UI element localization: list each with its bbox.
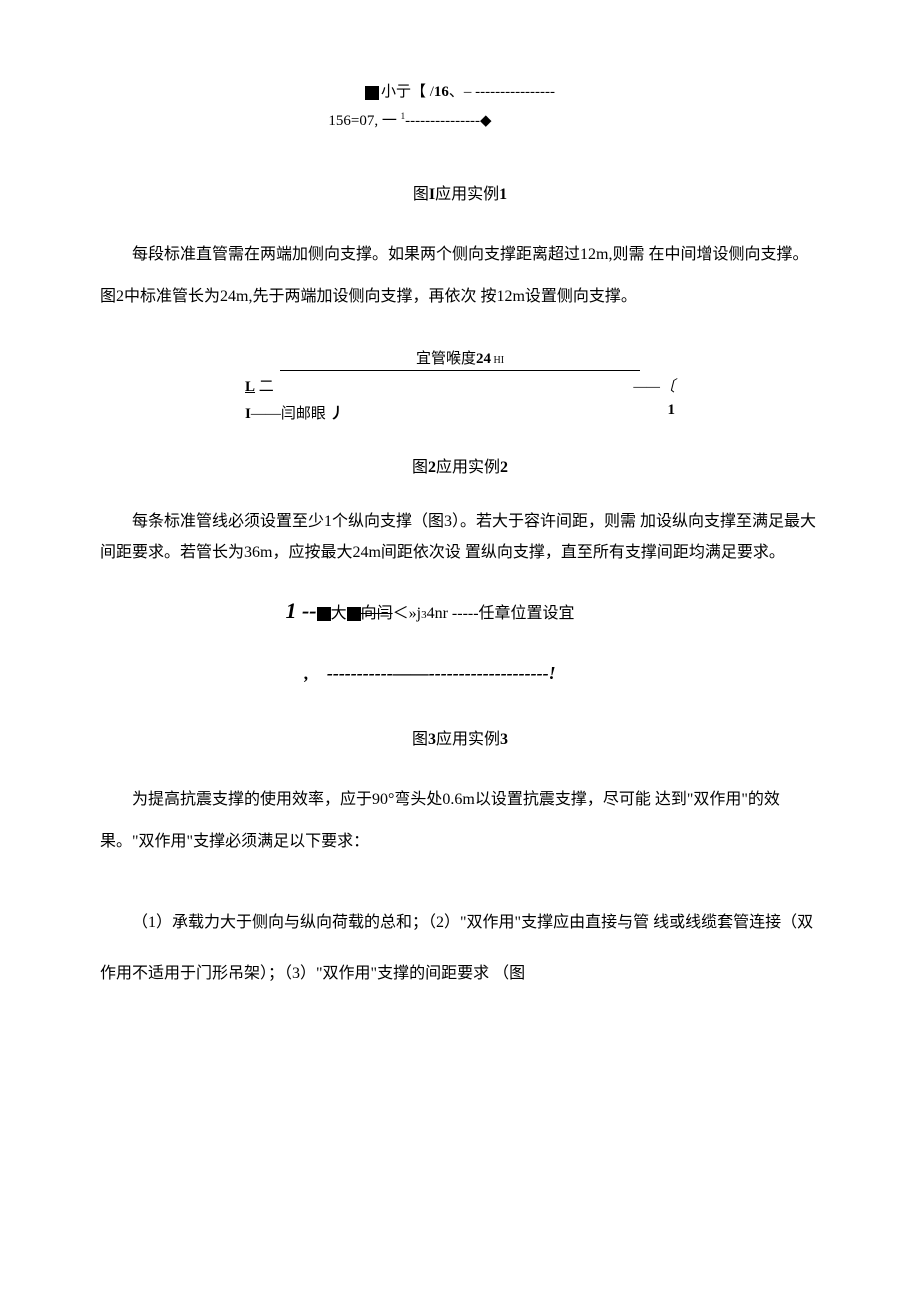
diagram-2-line3-mid: ——闫邮眼 — [251, 406, 330, 422]
diagram-2-line2-right: ——〔 — [633, 375, 675, 396]
diagram-1-text-bold: 16 — [434, 84, 449, 100]
caption-3-bold1: 3 — [428, 731, 436, 748]
paragraph-3: 为提高抗震支撑的使用效率，应于90°弯头处0.6m以设置抗震支撑，尽可能 达到"… — [100, 779, 820, 862]
diagram-3-line-1: 1 --大向闫＜»j34nr -----任章位置设宜 — [40, 598, 820, 624]
caption-2-prefix: 图 — [412, 459, 428, 476]
diagram-2-line2-rest: 二 — [255, 379, 274, 395]
caption-2-bold1: 2 — [428, 459, 436, 476]
diagram-1-line2-prefix: 156=07, 一 — [328, 113, 396, 129]
diagram-3-line1-italic: 1 -- — [285, 598, 316, 623]
caption-2-mid: 应用实例 — [436, 459, 500, 476]
diagram-2-line-3: I——闫邮眼 丿 1 — [245, 402, 675, 423]
caption-2-bold2: 2 — [500, 459, 508, 476]
diagram-1-text-suffix: 、– ---------------- — [449, 84, 555, 100]
diagram-3-line-2: , -----------——--------------------! — [40, 659, 820, 685]
diagram-1-text-prefix: 小亍【 / — [381, 84, 434, 100]
diagram-2-line2-underline: L — [245, 379, 255, 395]
diagram-2-line3-right: 1 — [668, 402, 676, 423]
diagram-2-line3-bold2: 丿 — [330, 406, 345, 422]
paragraph-1: 每段标准直管需在两端加侧向支撑。如果两个侧向支撑距离超过12m,则需 在中间增设… — [100, 234, 820, 317]
caption-3-mid: 应用实例 — [436, 731, 500, 748]
diagram-2-line3-left: I——闫邮眼 丿 — [245, 402, 345, 423]
black-square-icon — [365, 86, 379, 100]
black-square-icon-3 — [347, 607, 361, 621]
diagram-3-line1-end: 任章位置设宜 — [479, 605, 575, 622]
caption-1-prefix: 图 — [413, 186, 429, 203]
caption-3-bold2: 3 — [500, 731, 508, 748]
diagram-3-line1-mid3: 4nr ----- — [427, 605, 479, 622]
caption-1-mid: 应用实例 — [435, 186, 499, 203]
diagram-3-line1-mid2: ＜»j — [393, 605, 421, 622]
diagram-2-line1-prefix: 宜管喉度 — [416, 351, 476, 367]
paragraph-4: （1）承载力大于侧向与纵向荷载的总和；（2）"双作用"支撑应由直接与管 线或线缆… — [100, 897, 820, 999]
diagram-1-line-2: 156=07, 一 1---------------◆ — [0, 109, 820, 130]
black-square-icon-2 — [317, 607, 331, 621]
diagram-2-line2-left: L 二 — [245, 375, 274, 396]
diagram-2-line-1: 宜管喉度24 HI — [280, 347, 640, 371]
diagram-1-line-1: 小亍【 /16、– ---------------- — [100, 80, 820, 101]
paragraph-2: 每条标准管线必须设置至少1个纵向支撑（图3）。若大于容许间距，则需 加设纵向支撑… — [100, 507, 820, 568]
diagram-2-line-2: L 二 ——〔 — [245, 375, 675, 396]
diagram-1-line2-suffix: ---------------◆ — [405, 113, 491, 129]
diagram-2-line1-bold: 24 — [476, 351, 491, 367]
diagram-3-line1-mid1: 大 — [331, 605, 347, 622]
caption-1-bold2: 1 — [499, 186, 507, 203]
figure-caption-1: 图I应用实例1 — [100, 180, 820, 204]
figure-caption-2: 图2应用实例2 — [100, 453, 820, 477]
figure-caption-3: 图3应用实例3 — [100, 725, 820, 749]
diagram-3-line1-strike: 向闫 — [361, 605, 393, 622]
diagram-2-line1-small: HI — [491, 355, 504, 366]
caption-3-prefix: 图 — [412, 731, 428, 748]
